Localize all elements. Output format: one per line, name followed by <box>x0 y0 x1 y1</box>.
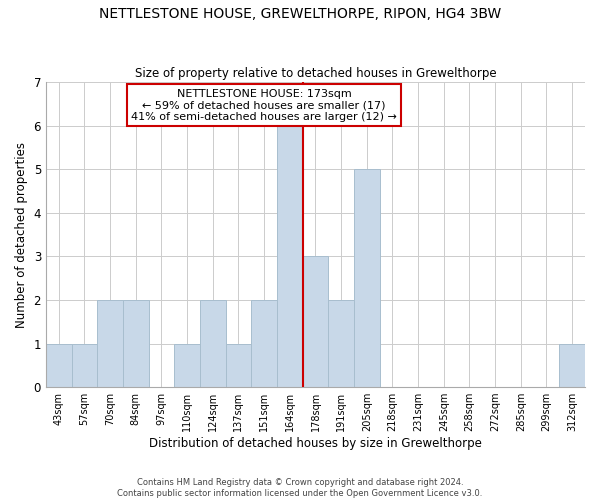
Bar <box>46 344 71 387</box>
Text: NETTLESTONE HOUSE: 173sqm
← 59% of detached houses are smaller (17)
41% of semi-: NETTLESTONE HOUSE: 173sqm ← 59% of detac… <box>131 88 397 122</box>
Bar <box>302 256 328 387</box>
Bar <box>200 300 226 387</box>
Bar <box>277 126 302 387</box>
X-axis label: Distribution of detached houses by size in Grewelthorpe: Distribution of detached houses by size … <box>149 437 482 450</box>
Text: Contains HM Land Registry data © Crown copyright and database right 2024.
Contai: Contains HM Land Registry data © Crown c… <box>118 478 482 498</box>
Bar <box>354 169 380 387</box>
Y-axis label: Number of detached properties: Number of detached properties <box>15 142 28 328</box>
Bar <box>174 344 200 387</box>
Bar <box>559 344 585 387</box>
Bar <box>71 344 97 387</box>
Bar <box>251 300 277 387</box>
Bar <box>226 344 251 387</box>
Title: Size of property relative to detached houses in Grewelthorpe: Size of property relative to detached ho… <box>134 66 496 80</box>
Bar <box>97 300 123 387</box>
Bar <box>328 300 354 387</box>
Text: NETTLESTONE HOUSE, GREWELTHORPE, RIPON, HG4 3BW: NETTLESTONE HOUSE, GREWELTHORPE, RIPON, … <box>99 8 501 22</box>
Bar <box>123 300 149 387</box>
